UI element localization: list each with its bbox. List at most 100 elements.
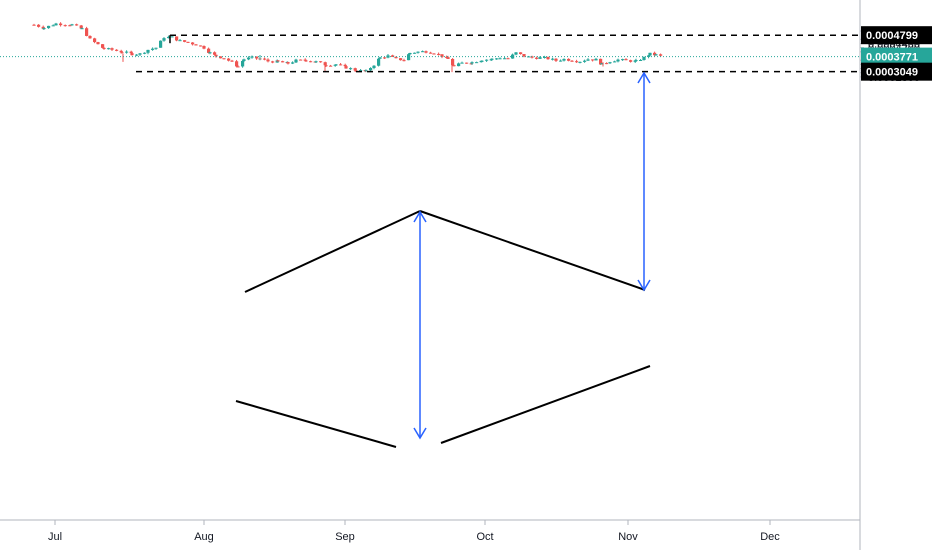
candle-body-40 [183, 40, 187, 42]
candle-body-141 [546, 57, 550, 60]
candle-body-71 [294, 59, 298, 63]
candle-body-115 [451, 58, 455, 66]
candle-body-35 [162, 38, 166, 41]
candle-body-124 [480, 60, 484, 62]
x-tick-label-2: Sep [335, 531, 355, 543]
candle-body-127 [490, 58, 494, 60]
candle-body-158 [613, 61, 617, 63]
candle-body-116 [452, 65, 456, 67]
candle-body-118 [460, 62, 464, 64]
candle-body-122 [475, 62, 479, 64]
price-badge-label-1: 0.0003771 [866, 52, 918, 64]
candle-body-51 [222, 58, 226, 60]
candle-body-62 [263, 58, 267, 60]
candle-body-78 [319, 61, 323, 63]
price-badge-label-2: 0.0003049 [866, 67, 918, 79]
candle-body-163 [633, 60, 637, 62]
candle-body-77 [314, 61, 318, 63]
candle-body-133 [514, 52, 518, 55]
price-badge-2 [861, 62, 932, 81]
candle-body-55 [236, 66, 240, 68]
candle-body-37 [170, 36, 174, 38]
candle-body-90 [359, 70, 363, 72]
candle-body-83 [334, 64, 338, 66]
candle-body-17 [96, 42, 100, 45]
candle-body-31 [146, 49, 150, 53]
candle-body-21 [110, 48, 114, 50]
candle-body-171 [659, 54, 663, 56]
candle-body-97 [383, 57, 387, 59]
candle-body-26 [129, 51, 133, 54]
candle-body-109 [429, 52, 433, 54]
candle-body-19 [102, 47, 106, 49]
candle-body-39 [178, 40, 182, 42]
candle-body-153 [594, 58, 598, 61]
candle-body-79 [323, 62, 327, 66]
candle-body-9 [68, 25, 72, 27]
projection-arrow-head-top [637, 71, 651, 84]
candle-body-67 [281, 61, 285, 63]
candle-body-114 [446, 57, 450, 59]
candle-body-88 [353, 68, 357, 71]
candle-body-45 [202, 46, 206, 49]
price-badge-1 [861, 47, 932, 66]
candle-body-96 [378, 57, 382, 59]
candle-body-147 [570, 60, 574, 62]
candle-body-81 [329, 65, 333, 67]
candle-body-160 [621, 59, 625, 61]
x-tick-label-5: Dec [760, 531, 780, 543]
candle-body-145 [562, 58, 566, 61]
candle-body-108 [424, 51, 428, 53]
candle-body-111 [437, 53, 441, 55]
candle-body-129 [498, 58, 502, 60]
candle-body-42 [191, 42, 195, 45]
candle-body-86 [344, 66, 348, 69]
candle-body-130 [503, 58, 507, 60]
price-labels: 0.0004799 0.0003771 0.0003049 [861, 26, 932, 81]
candle-body-99 [391, 55, 395, 57]
candle-body-93 [369, 68, 373, 71]
candle-body-24 [120, 52, 124, 54]
candle-body-80 [324, 65, 328, 67]
candle-body-148 [575, 61, 579, 63]
candle-body-3 [42, 28, 46, 30]
candle-body-165 [639, 60, 643, 62]
candle-body-12 [79, 25, 83, 29]
candle-body-23 [119, 50, 123, 53]
candle-body-120 [469, 63, 473, 65]
candle-body-0 [32, 24, 36, 26]
x-tick-label-4: Nov [618, 531, 638, 543]
candle-body-41 [186, 41, 190, 43]
candle-body-155 [600, 63, 604, 65]
candle-body-106 [416, 51, 420, 53]
candle-body-64 [271, 61, 275, 63]
candle-body-104 [408, 52, 412, 55]
candle-body-151 [586, 59, 590, 61]
candle-body-43 [194, 44, 198, 46]
candle-body-87 [349, 68, 353, 70]
candle-body-13 [80, 28, 84, 30]
candle-body-36 [167, 36, 171, 39]
candle-body-20 [107, 48, 111, 50]
x-tick-label-3: Oct [476, 531, 493, 543]
pattern-line-upper-right [419, 210, 646, 291]
candle-body-56 [241, 60, 245, 67]
candle-body-7 [59, 23, 63, 26]
candle-body-162 [629, 60, 633, 62]
candle-body-107 [421, 51, 425, 53]
candle-body-18 [101, 44, 105, 48]
candle-body-25 [125, 51, 129, 53]
candle-body-166 [642, 56, 646, 61]
candle-body-121 [470, 62, 474, 64]
candle-body-119 [465, 62, 469, 64]
candle-body-63 [266, 59, 270, 62]
candle-body-32 [151, 48, 155, 50]
candle-body-168 [648, 52, 652, 56]
x-tick-label-0: Jul [48, 531, 62, 543]
candle-body-164 [634, 60, 638, 62]
candle-body-38 [175, 36, 179, 41]
candle-body-105 [413, 52, 417, 54]
candle-body-110 [432, 53, 436, 55]
candle-body-170 [654, 54, 658, 56]
